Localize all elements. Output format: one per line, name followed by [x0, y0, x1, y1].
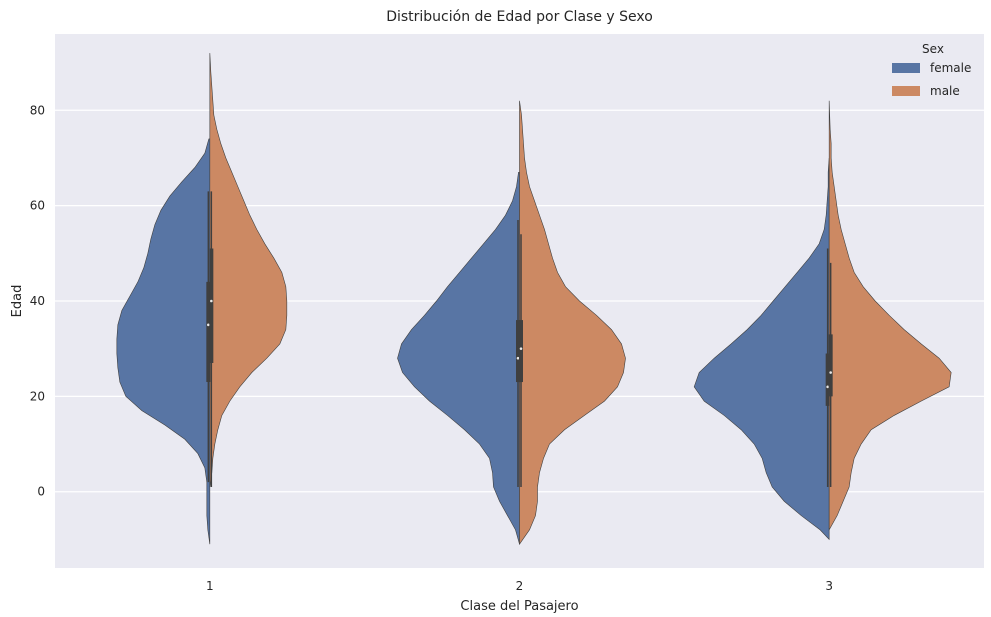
legend-swatch-female — [892, 63, 920, 73]
violin-female-class-2 — [397, 171, 520, 545]
legend-label-male: male — [930, 84, 960, 98]
x-tick-label-3: 3 — [825, 579, 833, 593]
x-axis-ticks: 1 2 3 — [206, 579, 833, 593]
violins — [116, 53, 952, 546]
median-female-class-1 — [207, 323, 210, 327]
violin-male-class-1 — [209, 53, 288, 487]
legend-label-female: female — [930, 61, 971, 75]
median-male-class-2 — [519, 347, 523, 350]
y-axis-label: Edad — [10, 285, 25, 318]
chart-title: Distribución de Edad por Clase y Sexo — [386, 9, 653, 25]
x-axis-label: Clase del Pasajero — [460, 599, 578, 614]
median-male-class-1 — [210, 299, 213, 303]
median-female-class-3 — [826, 385, 829, 389]
y-tick-label-80: 80 — [30, 103, 45, 117]
violin-female-class-1 — [116, 138, 211, 545]
inner-boxes — [206, 191, 833, 487]
median-male-class-3 — [829, 371, 832, 374]
y-tick-label-40: 40 — [30, 294, 45, 308]
x-tick-label-2: 2 — [516, 579, 524, 593]
x-tick-label-1: 1 — [206, 579, 214, 593]
legend: Sex female male — [892, 42, 971, 98]
legend-swatch-male — [892, 86, 920, 96]
violin-male-class-2 — [519, 100, 626, 546]
y-axis-ticks: 0 20 40 60 80 — [30, 103, 45, 498]
violin-female-class-3 — [693, 157, 830, 541]
y-tick-label-20: 20 — [30, 389, 45, 403]
violin-male-class-3 — [828, 100, 952, 532]
median-female-class-2 — [516, 356, 520, 360]
y-tick-label-0: 0 — [37, 485, 45, 499]
legend-title: Sex — [922, 42, 944, 56]
y-tick-label-60: 60 — [30, 199, 45, 213]
